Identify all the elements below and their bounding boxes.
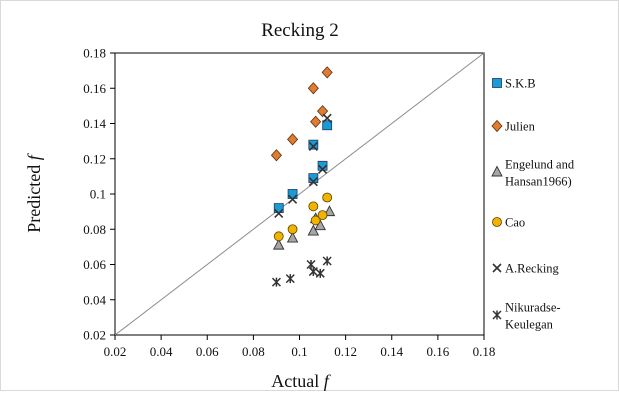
legend-marker-nikuradse-keulegan (492, 310, 502, 320)
legend-label: Hansan1966) (505, 175, 572, 189)
legend-item-a-recking: A.Recking (492, 262, 560, 276)
x-axis: 0.02 0.04 0.06 0.08 0.1 0.12 0.14 0.16 0.18 (104, 335, 496, 359)
point-nikuradse-keulegan (271, 277, 281, 287)
y-tick-label: 0.02 (83, 328, 106, 343)
point-nikuradse-keulegan (308, 267, 318, 277)
point-cao (287, 224, 298, 235)
point-cao (308, 201, 319, 212)
point-a-recking (308, 177, 318, 187)
x-tick-label: 0.04 (150, 344, 173, 359)
y-tick-label: 0.16 (83, 81, 106, 96)
point-cao (317, 210, 328, 221)
point-engelund-and-hansan1966 (314, 219, 327, 231)
y-tick-label: 0.14 (83, 116, 106, 131)
legend-marker-cao (492, 217, 502, 227)
legend-marker-engelund-and-hansan1966 (491, 165, 503, 177)
y-tick-label: 0.04 (83, 292, 106, 307)
y-tick-label: 0.1 (90, 187, 106, 202)
point-julien (270, 149, 282, 162)
legend-item-nikuradse-keulegan: Nikuradse- Keulegan (492, 301, 561, 332)
point-nikuradse-keulegan (285, 274, 295, 284)
legend-item-s-k-b: S.K.B (492, 77, 536, 91)
legend-item-engelund-and-hansan1966: Engelund and Hansan1966) (491, 158, 575, 189)
legend-label: Nikuradse- (505, 301, 561, 315)
x-tick-label: 0.14 (380, 344, 403, 359)
point-julien (317, 105, 329, 118)
point-julien (307, 82, 319, 95)
y-tick-label: 0.08 (83, 222, 106, 237)
legend-label: Keulegan (505, 318, 554, 332)
legend-marker-a-recking (492, 263, 502, 273)
y-axis-label: Predicted f (24, 152, 44, 232)
legend: S.K.B Julien Engelund and Hansan1966) Cao A.R… (491, 77, 575, 332)
legend-label: Cao (505, 216, 525, 230)
y-tick-label: 0.18 (83, 46, 106, 61)
point-nikuradse-keulegan (315, 268, 325, 278)
point-cao (322, 192, 333, 203)
point-a-recking (322, 113, 332, 123)
identity-line (114, 52, 485, 336)
x-axis-label: Actual f (271, 371, 331, 391)
x-tick-label: 0.12 (334, 344, 357, 359)
y-tick-label: 0.06 (83, 257, 106, 272)
x-tick-label: 0.02 (104, 344, 127, 359)
chart-title: Recking 2 (261, 20, 339, 41)
point-julien (287, 133, 299, 146)
point-engelund-and-hansan1966 (286, 231, 299, 243)
x-tick-label: 0.1 (291, 344, 307, 359)
x-tick-label: 0.16 (427, 344, 450, 359)
legend-label: A.Recking (505, 262, 560, 276)
x-tick-label: 0.08 (242, 344, 265, 359)
legend-item-cao: Cao (492, 216, 525, 230)
point-julien (321, 66, 333, 79)
point-julien (310, 115, 322, 128)
y-axis: 0.02 0.04 0.06 0.08 0.1 0.12 0.14 0.16 0.18 (83, 46, 115, 343)
data-points (270, 66, 336, 287)
legend-label: S.K.B (505, 77, 536, 91)
y-tick-label: 0.12 (83, 151, 106, 166)
legend-marker-julien (491, 119, 503, 133)
point-s-k-b (322, 120, 333, 131)
x-tick-label: 0.06 (196, 344, 219, 359)
x-tick-label: 0.18 (473, 344, 496, 359)
point-cao (273, 231, 284, 242)
point-s-k-b (308, 139, 319, 150)
point-nikuradse-keulegan (322, 256, 332, 266)
legend-label: Engelund and (505, 158, 575, 172)
point-engelund-and-hansan1966 (272, 238, 285, 250)
point-a-recking (308, 141, 318, 151)
legend-marker-s-k-b (492, 78, 502, 88)
point-a-recking (274, 208, 284, 218)
legend-item-julien: Julien (491, 119, 536, 134)
point-a-recking (288, 194, 298, 204)
point-cao (310, 215, 321, 226)
point-a-recking (317, 164, 328, 174)
point-engelund-and-hansan1966 (307, 224, 320, 236)
legend-label: Julien (505, 120, 536, 134)
